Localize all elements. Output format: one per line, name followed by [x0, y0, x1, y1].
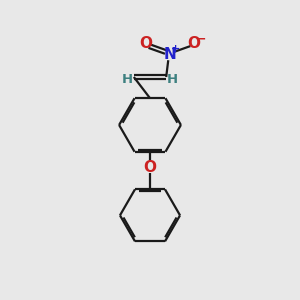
Text: −: − — [196, 33, 206, 46]
Text: O: O — [139, 36, 152, 51]
Text: +: + — [170, 44, 180, 54]
Text: H: H — [122, 73, 133, 86]
Text: O: O — [188, 36, 200, 51]
Text: H: H — [167, 73, 178, 86]
Text: O: O — [143, 160, 157, 175]
Text: N: N — [164, 47, 176, 62]
